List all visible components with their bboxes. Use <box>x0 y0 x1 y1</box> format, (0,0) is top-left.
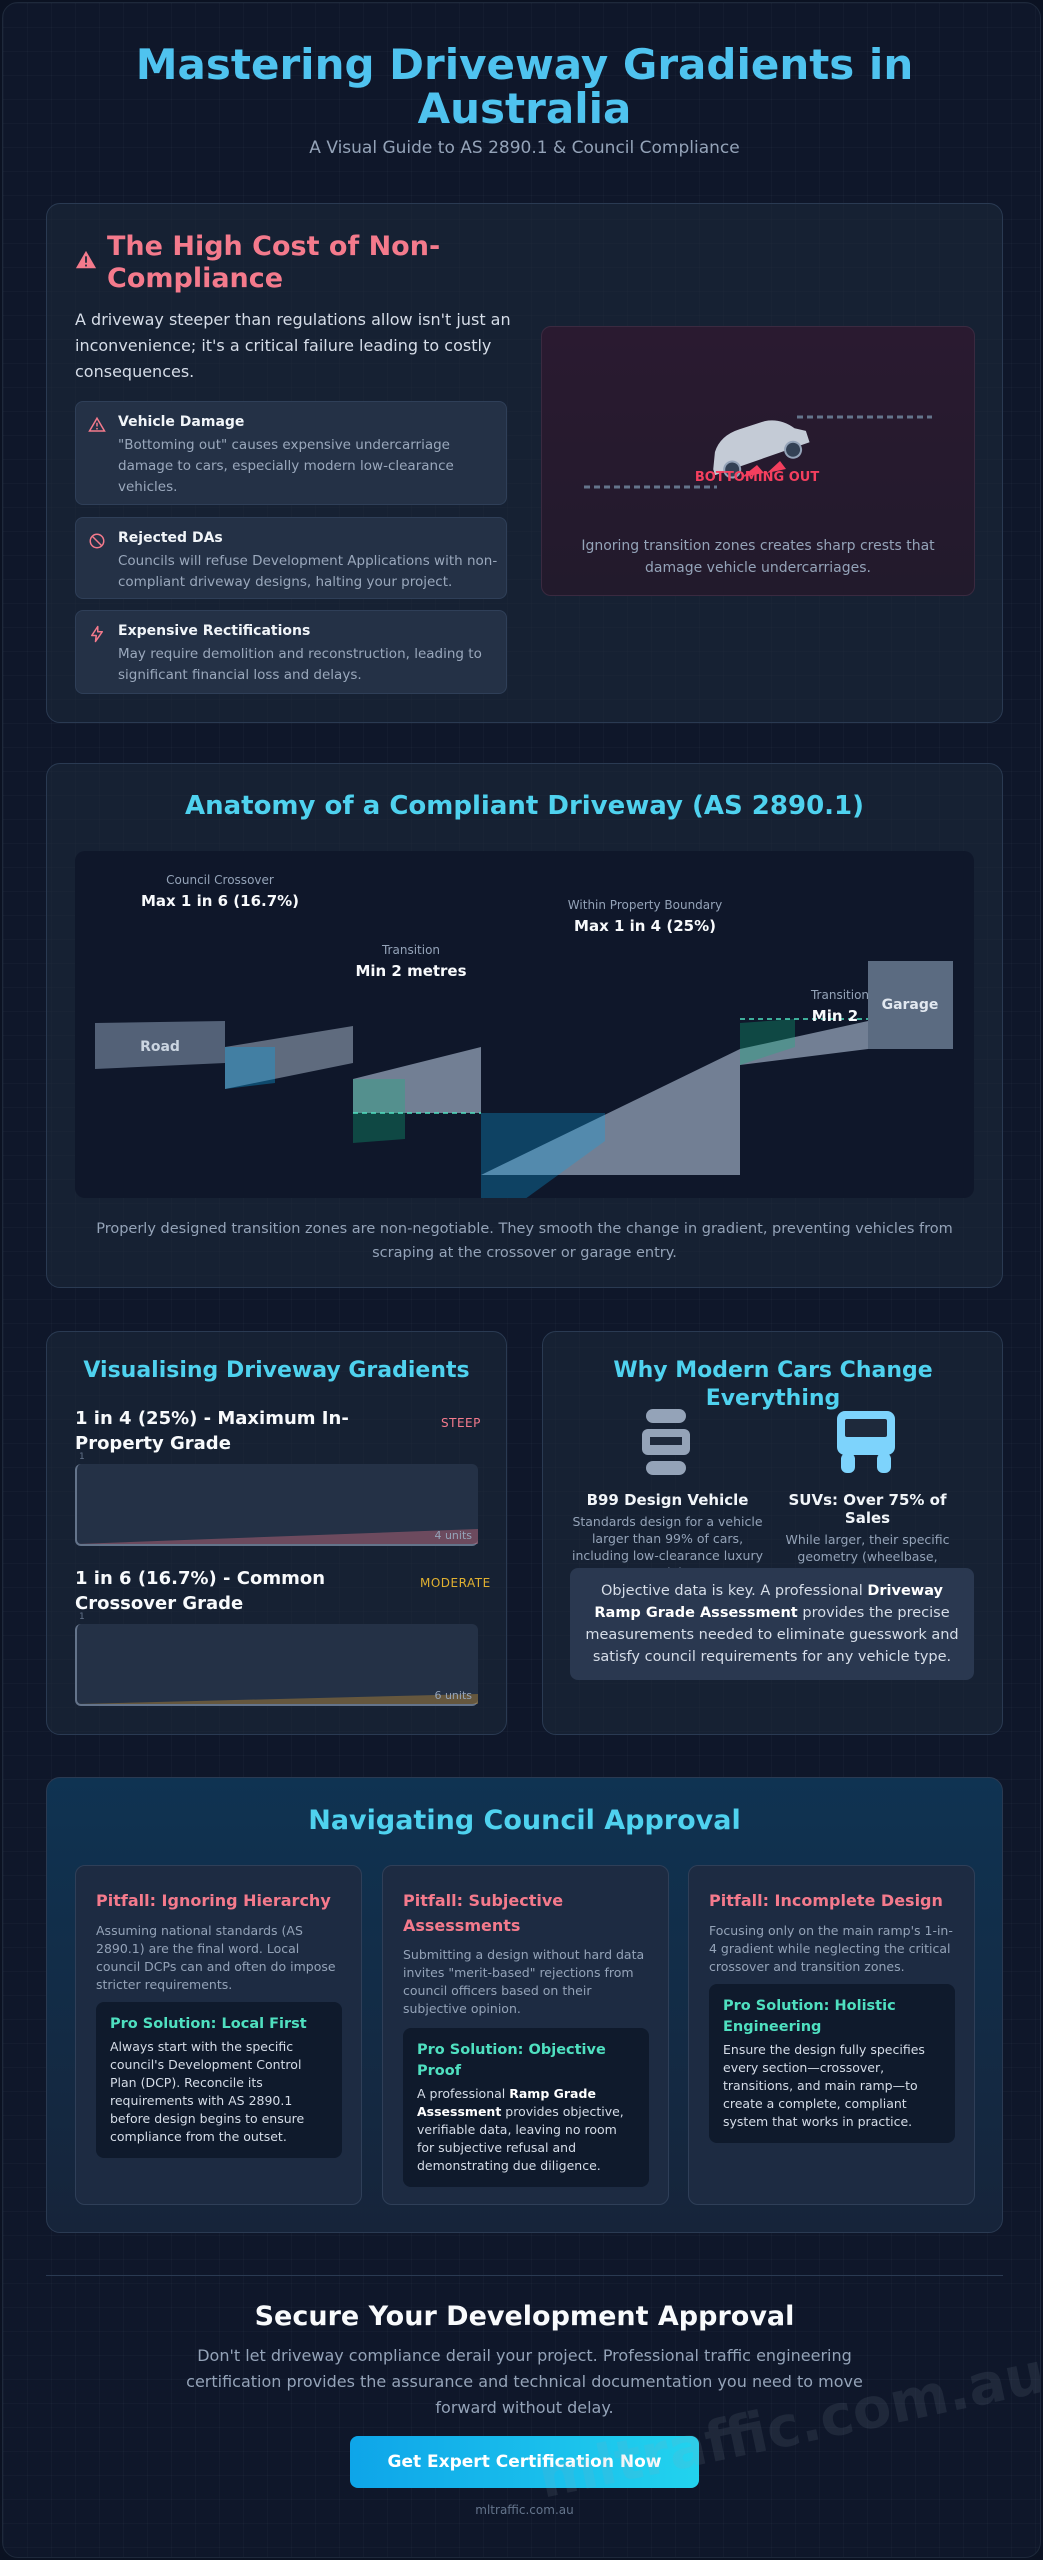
ban-icon <box>89 533 105 549</box>
gradient-box-steep: 4 units <box>75 1464 478 1546</box>
warning-icon <box>88 416 106 432</box>
cars-title: Why Modern Cars Change Everything <box>613 1358 933 1411</box>
svg-text:Max 1 in 4 (25%): Max 1 in 4 (25%) <box>574 917 716 935</box>
page-title: Mastering Driveway Gradients in Australi… <box>135 40 914 133</box>
crossover-segment <box>225 1026 353 1089</box>
gradient-tag-steep: STEEP <box>441 1416 481 1430</box>
gradient-wedge-steep <box>77 1529 478 1544</box>
driveway-profile-svg: Road Garage Council Crossover Max 1 in 6… <box>95 873 953 1231</box>
pitfall-card-hierarchy: Pitfall: Ignoring Hierarchy Assuming nat… <box>75 1865 362 2205</box>
pro-solution-box: Pro Solution: Objective Proof A professi… <box>403 2028 649 2187</box>
gradient-label-moderate: 1 in 6 (16.7%) - Common Crossover Grade <box>75 1568 326 1614</box>
issue-title: Vehicle Damage <box>118 414 245 430</box>
bottoming-out-label: BOTTOMING OUT <box>695 470 820 485</box>
svg-text:Min 2: Min 2 <box>812 1007 858 1025</box>
cost-title: The High Cost of Non-Compliance <box>107 231 441 294</box>
gradient-box-moderate: 6 units <box>75 1624 478 1706</box>
footer-divider <box>46 2275 1003 2276</box>
warning-icon <box>75 250 97 269</box>
pitfall-card-incomplete: Pitfall: Incomplete Design Focusing only… <box>688 1865 975 2205</box>
issue-expensive-rectifications: Expensive Rectifications May require dem… <box>75 610 507 694</box>
bottoming-out-visual: BOTTOMING OUT <box>541 326 975 596</box>
gradient-wedge-fill <box>77 1694 478 1704</box>
footer-text: Don't let driveway compliance derail you… <box>186 2346 863 2417</box>
issue-desc: "Bottoming out" causes expensive underca… <box>118 437 454 495</box>
pitfall-card-subjective: Pitfall: Subjective Assessments Submitti… <box>382 1865 669 2205</box>
svg-text:Min 2 metres: Min 2 metres <box>355 962 466 980</box>
issue-title: Expensive Rectifications <box>118 623 311 639</box>
get-certification-button[interactable]: Get Expert Certification Now <box>350 2436 699 2488</box>
gradients-title: Visualising Driveway Gradients <box>83 1358 470 1383</box>
svg-text:Within Property Boundary: Within Property Boundary <box>568 898 722 912</box>
site-url[interactable]: mltraffic.com.au <box>475 2503 574 2517</box>
gradient-wedge-fill <box>77 1529 478 1544</box>
garage-label: Garage <box>882 997 939 1013</box>
issue-title: Rejected DAs <box>118 530 223 546</box>
svg-text:Transition: Transition <box>810 988 869 1002</box>
footer-title: Secure Your Development Approval <box>254 2301 795 2332</box>
transition-segment <box>353 1047 481 1113</box>
issue-rejected-das: Rejected DAs Councils will refuse Develo… <box>75 517 507 599</box>
page-subtitle: A Visual Guide to AS 2890.1 & Council Co… <box>309 138 740 158</box>
gradient-wedge-moderate <box>77 1694 478 1704</box>
svg-text:Council Crossover: Council Crossover <box>166 873 274 887</box>
main-ramp-segment <box>481 1049 740 1175</box>
pro-solution-box: Pro Solution: Holistic Engineering Ensur… <box>709 1984 955 2143</box>
objective-data-note: Objective data is key. A professional Dr… <box>570 1568 974 1680</box>
issue-desc: Councils will refuse Development Applica… <box>118 553 498 590</box>
svg-text:Transition: Transition <box>381 943 440 957</box>
road-segment <box>95 1021 225 1069</box>
lightning-icon <box>91 625 103 643</box>
svg-text:Max 1 in 6 (16.7%): Max 1 in 6 (16.7%) <box>141 892 299 910</box>
issue-vehicle-damage: Vehicle Damage "Bottoming out" causes ex… <box>75 401 507 505</box>
suv-icon <box>837 1411 895 1473</box>
issue-desc: May require demolition and reconstructio… <box>118 646 482 683</box>
anatomy-caption: Properly designed transition zones are n… <box>96 1221 953 1261</box>
car-icon <box>642 1409 690 1475</box>
council-title: Navigating Council Approval <box>308 1805 741 1836</box>
gradient-label-steep: 1 in 4 (25%) - Maximum In-Property Grade <box>75 1408 349 1454</box>
road-label: Road <box>140 1039 180 1055</box>
bottoming-out-diagram: BOTTOMING OUT <box>584 415 932 489</box>
car-icon <box>713 420 810 479</box>
pro-solution-box: Pro Solution: Local First Always start w… <box>96 2002 342 2158</box>
cost-intro: A driveway steeper than regulations allo… <box>75 310 511 381</box>
bottoming-out-caption: Ignoring transition zones creates sharp … <box>581 538 935 576</box>
driveway-profile-diagram: Road Garage Council Crossover Max 1 in 6… <box>75 851 974 1231</box>
garage-block <box>868 961 953 1049</box>
anatomy-title: Anatomy of a Compliant Driveway (AS 2890… <box>184 791 865 821</box>
gradient-tag-moderate: MODERATE <box>420 1576 491 1590</box>
b99-vehicle-info: B99 Design Vehicle Standards design for … <box>572 1491 763 1580</box>
